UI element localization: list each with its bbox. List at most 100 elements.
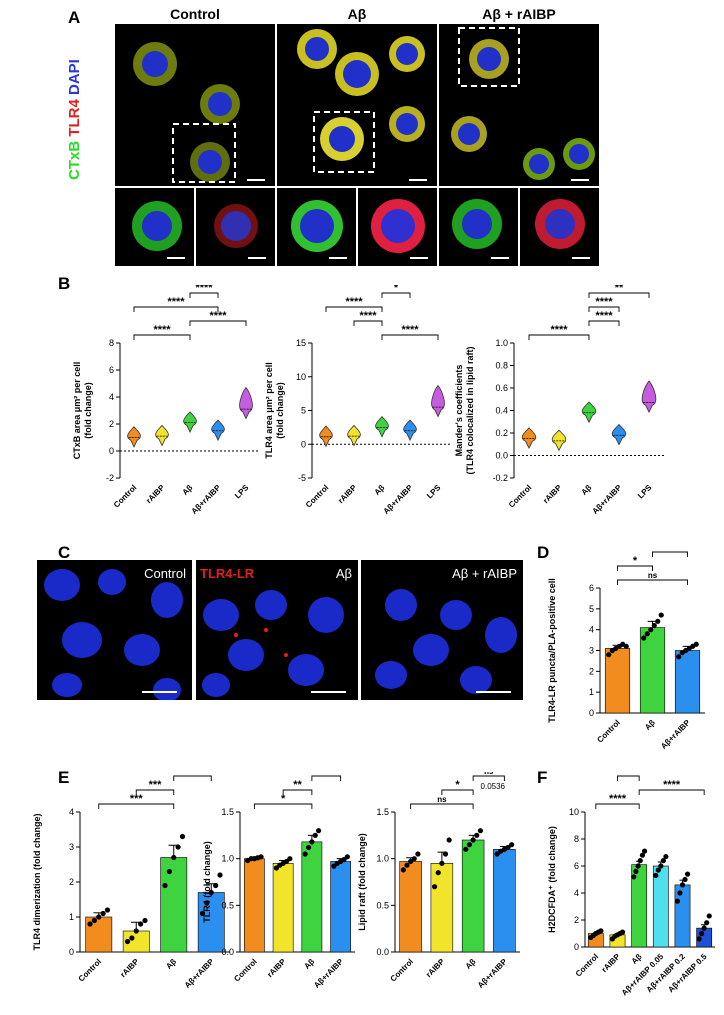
data-point xyxy=(204,900,210,906)
sig-label: ns xyxy=(437,795,447,804)
violin-1 xyxy=(347,424,361,447)
y-tick-label: 10 xyxy=(569,807,579,817)
label-c-abeta: Aβ xyxy=(335,566,352,581)
panel-label-a: A xyxy=(68,8,81,27)
violin-0 xyxy=(127,426,141,448)
violin-2 xyxy=(375,415,389,438)
data-point xyxy=(287,856,293,862)
y-axis-label: Mander's coefficients xyxy=(454,365,464,457)
x-tick-label: Aβ xyxy=(302,957,316,971)
x-tick-label: rAIBP xyxy=(119,957,142,980)
data-point xyxy=(505,844,511,851)
y-tick-label: 0 xyxy=(574,942,579,952)
x-tick-label: rAIBP xyxy=(336,483,359,506)
x-tick-label: Aβ+rAIBP 0.5 xyxy=(666,952,709,995)
data-point xyxy=(87,921,93,927)
data-point xyxy=(648,627,654,633)
y-tick-label: -2 xyxy=(106,473,114,483)
data-point xyxy=(660,858,666,864)
y-tick-label: 0.2 xyxy=(495,428,508,438)
sig-label: **** xyxy=(620,772,638,777)
sig-bracket xyxy=(472,775,505,781)
y-tick-label: 6 xyxy=(574,861,579,871)
x-tick-label: Aβ+rAIBP xyxy=(476,957,509,990)
x-tick-label: Aβ+rAIBP xyxy=(381,483,414,516)
y-tick-label: 0 xyxy=(589,708,594,718)
data-point xyxy=(411,856,417,862)
data-point xyxy=(305,844,312,851)
data-point xyxy=(696,936,702,942)
data-point xyxy=(258,854,264,860)
x-tick-label: Control xyxy=(574,952,600,978)
data-point xyxy=(682,876,688,883)
data-point xyxy=(100,910,106,917)
x-tick-label: rAIBP xyxy=(424,957,447,980)
data-point xyxy=(199,910,206,917)
data-point xyxy=(676,654,682,660)
violin-3 xyxy=(211,419,225,442)
x-tick-label: Aβ xyxy=(643,718,657,732)
y-tick-label: 6 xyxy=(109,365,114,375)
data-point xyxy=(623,643,629,649)
data-point xyxy=(474,832,480,838)
sig-bracket xyxy=(441,789,474,795)
sig-label: **** xyxy=(359,310,377,322)
data-point xyxy=(442,851,449,857)
violin-4 xyxy=(641,380,657,413)
sig-label: **** xyxy=(167,296,185,308)
y-tick-label: 1.0 xyxy=(221,854,234,864)
sig-bracket xyxy=(617,775,640,781)
sig-label: * xyxy=(455,779,460,791)
x-tick-label: Aβ xyxy=(373,483,387,497)
bar-1 xyxy=(272,863,294,953)
y-tick-label: 0.5 xyxy=(221,900,234,910)
label-c-abeta-raibp: Aβ + rAIBP xyxy=(452,566,517,581)
sig-bracket xyxy=(410,803,474,809)
sig-bracket xyxy=(189,292,219,298)
y-tick-label: 2 xyxy=(574,915,579,925)
chart-b2-tlr4-area: -5 0 5 10 15 TLR4 area μm² per cell (fold chan… xyxy=(264,285,452,516)
x-tick-label: Control xyxy=(232,957,258,983)
data-point xyxy=(208,889,214,896)
data-point xyxy=(679,882,686,888)
sig-label: * xyxy=(633,555,638,567)
sig-bracket xyxy=(189,320,247,326)
data-point xyxy=(655,618,661,624)
y-tick-label: 0.5 xyxy=(376,900,389,910)
chart-e2-tlr4: 0.0 0.5 1.0 1.5 TLR4 (fold change) Control rAI… xyxy=(202,772,355,990)
stain-legend: CTxB TLR4 DAPI xyxy=(66,59,83,180)
data-point xyxy=(302,851,308,857)
zoom-abeta-tlr4 xyxy=(358,188,437,266)
data-point xyxy=(431,884,438,890)
data-point xyxy=(312,832,318,838)
sig-bracket xyxy=(311,775,342,781)
y-tick-label: 0.0 xyxy=(495,451,508,461)
y-axis-label: (fold change) xyxy=(83,382,93,439)
x-tick-label: rAIBP xyxy=(265,957,288,980)
data-point xyxy=(674,898,681,904)
violin-2 xyxy=(183,411,197,434)
sig-label: **** xyxy=(209,310,227,322)
chart-e1-dimerization: 0 1 2 3 4 TLR4 dimerization (fold change) Cont… xyxy=(32,772,230,990)
data-point xyxy=(446,837,452,843)
sig-label: **** xyxy=(595,296,613,308)
data-point xyxy=(651,622,657,629)
sig-bracket xyxy=(528,334,590,340)
sig-label: ** xyxy=(322,772,331,777)
sig-bracket xyxy=(98,803,175,809)
x-tick-label: Control xyxy=(507,483,533,509)
sig-bracket xyxy=(381,292,411,298)
sig-bracket xyxy=(133,334,191,340)
sig-bracket xyxy=(617,579,688,585)
data-point xyxy=(96,914,102,920)
x-tick-label: Control xyxy=(112,483,138,509)
y-tick-label: 2 xyxy=(69,877,74,887)
data-point xyxy=(631,874,637,880)
y-axis-label: H2DCFDA⁺ (fold change) xyxy=(547,826,557,933)
x-tick-label: Aβ xyxy=(181,483,195,497)
data-point xyxy=(658,863,664,869)
y-tick-label: 1.5 xyxy=(376,807,389,817)
y-tick-label: 5 xyxy=(589,604,594,614)
micrograph-c-abeta: TLR4-LR Aβ xyxy=(196,560,358,700)
data-point xyxy=(129,935,135,941)
